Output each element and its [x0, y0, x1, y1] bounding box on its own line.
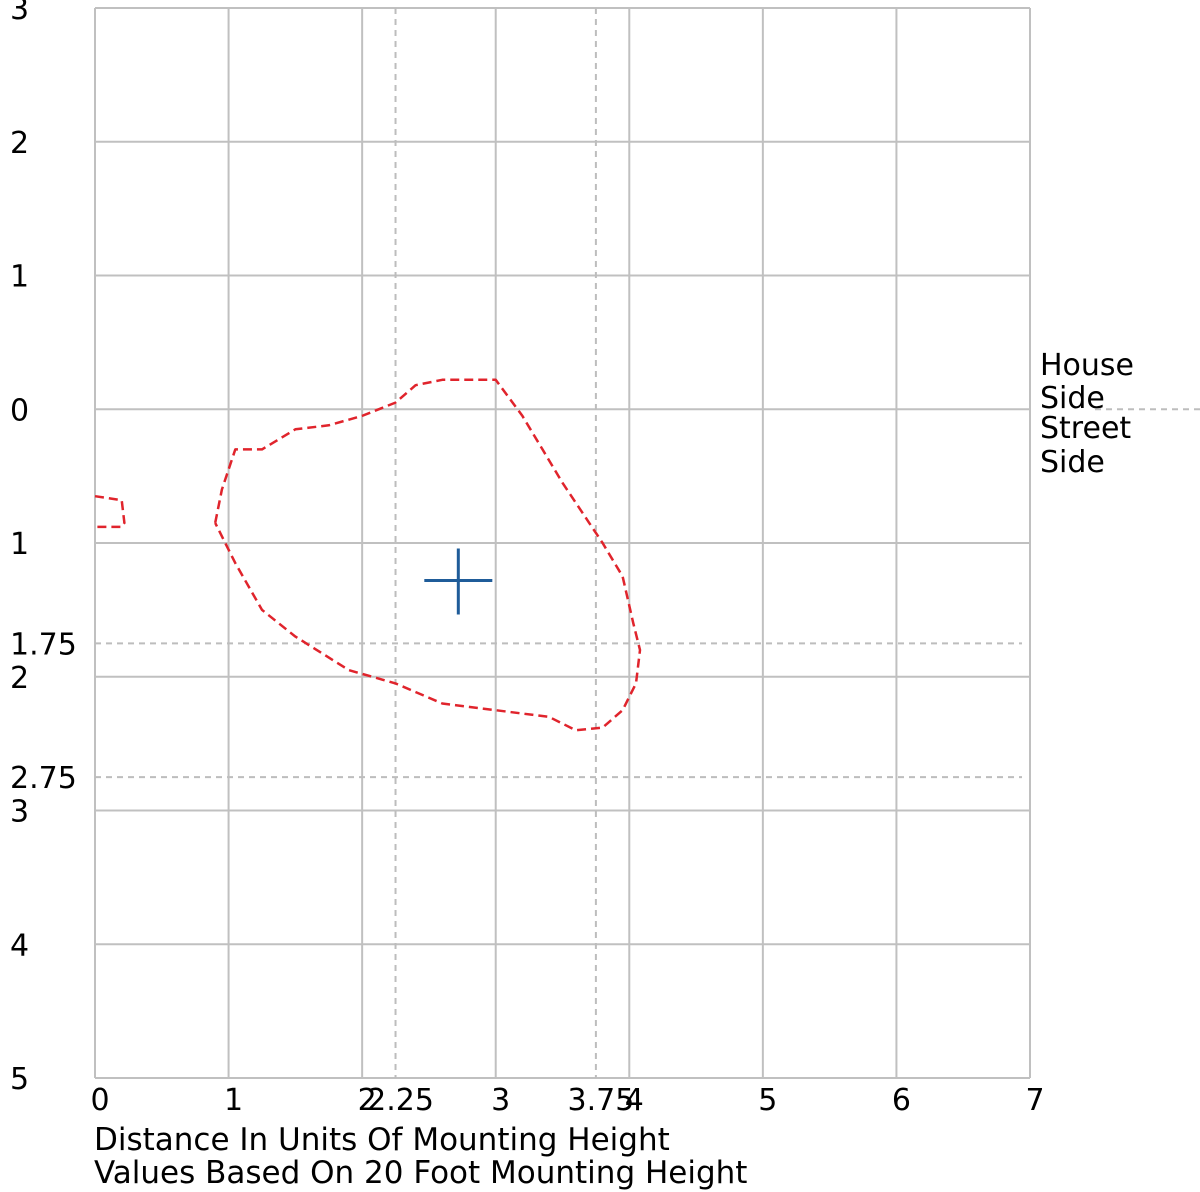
y-tick-label: 3	[10, 795, 29, 830]
x-tick-label: 1	[224, 1083, 243, 1118]
y-tick-label: 5	[10, 1062, 29, 1097]
x-tick-label: 7	[1025, 1083, 1044, 1118]
y-tick-label: 1.75	[10, 627, 77, 662]
y-tick-label: 1	[10, 527, 29, 562]
luminaire-marker	[424, 548, 493, 615]
x-tick-label: 3.75	[567, 1083, 634, 1118]
x-tick-label: 2	[358, 1083, 377, 1118]
x-tick-label: 2.25	[367, 1083, 434, 1118]
y-tick-label: 4	[10, 928, 29, 963]
y-tick-label: 3	[10, 0, 29, 27]
contour-line	[94, 494, 126, 529]
grid-lines	[94, 7, 1031, 1079]
y-tick-label: 1	[10, 260, 29, 295]
x-tick-label: 6	[892, 1083, 911, 1118]
chart-subtitle: Values Based On 20 Foot Mounting Height	[94, 1155, 747, 1191]
street-side-label-2: Side	[1040, 445, 1105, 480]
x-tick-labels: 0 1 22.25 3 3.754 5 6 7	[90, 1083, 1044, 1118]
contour-line	[213, 378, 642, 732]
isofootcandle-contours	[94, 378, 642, 732]
house-side-label-1: House	[1040, 348, 1134, 383]
x-tick-label: 0	[90, 1083, 109, 1118]
x-tick-label: 4	[625, 1083, 644, 1118]
y-tick-label: 2.75	[10, 761, 77, 796]
y-tick-label: 2	[10, 661, 29, 696]
x-tick-label: 3	[491, 1083, 510, 1118]
y-tick-label: 2	[10, 126, 29, 161]
street-side-label-1: Street	[1040, 411, 1131, 446]
house-side-label-2: Side	[1040, 381, 1105, 416]
reference-lines	[95, 8, 1022, 1078]
y-tick-label: 0	[10, 393, 29, 428]
x-tick-label: 5	[758, 1083, 777, 1118]
x-axis-label: Distance In Units Of Mounting Height	[94, 1122, 670, 1158]
